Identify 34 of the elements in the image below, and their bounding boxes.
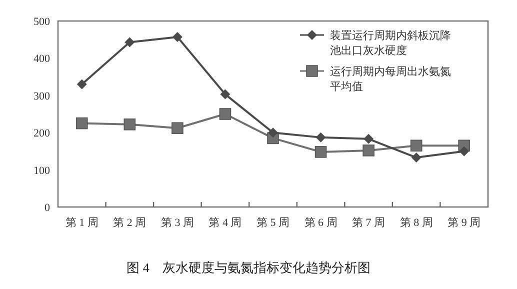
x-tick-label: 第 6 周 bbox=[304, 217, 338, 229]
legend-label: 运行周期内每周出水氨氮平均值 bbox=[330, 65, 451, 93]
point bbox=[124, 37, 135, 48]
point bbox=[411, 152, 422, 163]
point bbox=[410, 140, 422, 152]
x-tick-label: 第 4 周 bbox=[208, 217, 242, 229]
point bbox=[76, 79, 87, 90]
point bbox=[459, 146, 470, 156]
x-tick-label: 第 8 周 bbox=[400, 217, 433, 229]
y-tick-label: 400 bbox=[34, 53, 50, 66]
x-tick-label: 第 3 周 bbox=[160, 217, 194, 229]
y-tick-label: 100 bbox=[34, 164, 50, 177]
y-tick-label: 200 bbox=[34, 128, 50, 140]
point bbox=[268, 128, 278, 138]
point bbox=[124, 118, 136, 130]
point bbox=[172, 122, 184, 134]
point bbox=[364, 134, 374, 144]
x-tick-label: 第 7 周 bbox=[352, 217, 386, 229]
x-tick-label: 第 9 周 bbox=[448, 217, 481, 229]
x-tick-label: 第 5 周 bbox=[256, 217, 290, 229]
text: 图 4 灰水硬度与氨氮指标变化趋势分析图 bbox=[126, 260, 370, 275]
point bbox=[314, 146, 327, 158]
x-tick-label: 第 1 周 bbox=[65, 217, 98, 229]
point bbox=[220, 89, 230, 100]
y-tick-label: 300 bbox=[34, 90, 50, 102]
point bbox=[362, 144, 374, 156]
y-tick-label: 0 bbox=[44, 202, 50, 214]
point bbox=[219, 108, 232, 120]
point bbox=[76, 117, 88, 130]
x-tick-label: 第 2 周 bbox=[113, 217, 146, 229]
y-tick-label: 500 bbox=[34, 16, 50, 28]
point bbox=[172, 32, 182, 42]
legend-label: 装置运行周期内斜板沉降池出口灰水硬度 bbox=[330, 29, 451, 57]
point bbox=[316, 132, 326, 142]
